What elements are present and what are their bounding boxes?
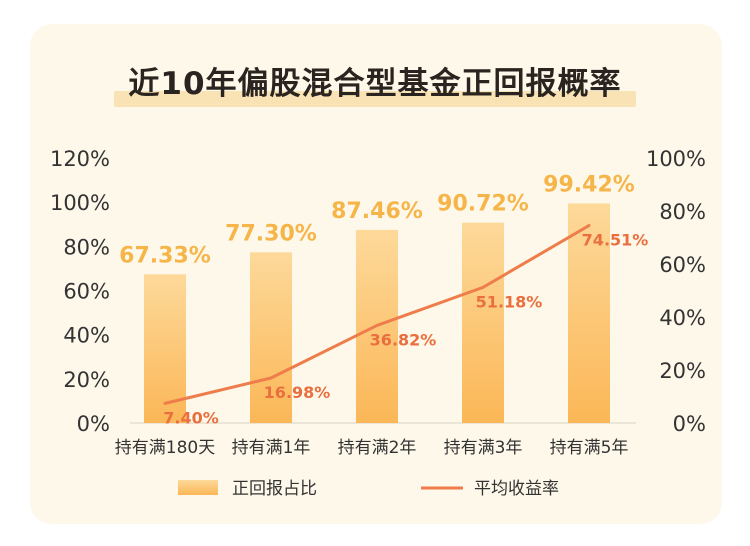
left-axis-tick-label: 60% bbox=[63, 280, 110, 304]
line-value-label: 16.98% bbox=[264, 383, 331, 402]
bar-value-labels: 67.33% 77.30% 87.46% 90.72% 99.42% bbox=[119, 172, 635, 268]
x-axis-tick-label: 持有满3年 bbox=[444, 438, 523, 458]
line-series bbox=[163, 224, 591, 405]
line-value-label: 36.82% bbox=[370, 330, 437, 349]
line-point bbox=[587, 224, 591, 228]
x-axis: 持有满180天 持有满1年 持有满2年 持有满3年 持有满5年 bbox=[115, 438, 629, 458]
bar-series bbox=[144, 203, 610, 423]
line-point bbox=[481, 285, 485, 289]
bar bbox=[144, 274, 186, 423]
legend-line-label: 平均收益率 bbox=[474, 479, 559, 499]
legend: 正回报占比 平均收益率 bbox=[178, 479, 559, 499]
line-value-label: 74.51% bbox=[582, 231, 649, 250]
bar-value-label: 77.30% bbox=[225, 221, 317, 246]
right-axis-tick-label: 60% bbox=[659, 253, 706, 277]
chart-title: 近10年偏股混合型基金正回报概率 bbox=[114, 58, 636, 107]
left-axis-tick-label: 100% bbox=[50, 191, 110, 215]
right-axis-tick-label: 100% bbox=[646, 147, 706, 171]
right-axis-tick-label: 40% bbox=[659, 306, 706, 330]
x-axis-tick-label: 持有满1年 bbox=[232, 438, 311, 458]
line-point bbox=[163, 401, 167, 405]
x-axis-tick-label: 持有满180天 bbox=[115, 438, 215, 458]
chart-title-text: 近10年偏股混合型基金正回报概率 bbox=[128, 66, 622, 102]
x-axis-tick-label: 持有满2年 bbox=[338, 438, 417, 458]
left-axis-tick-label: 40% bbox=[63, 324, 110, 348]
right-axis-tick-label: 80% bbox=[659, 200, 706, 224]
line-value-label: 51.18% bbox=[476, 292, 543, 311]
line-point bbox=[375, 323, 379, 327]
legend-bar-label: 正回报占比 bbox=[232, 479, 317, 499]
left-axis-tick-label: 20% bbox=[63, 368, 110, 392]
title-wrap: 近10年偏股混合型基金正回报概率 bbox=[0, 58, 750, 107]
left-axis-tick-label: 120% bbox=[50, 147, 110, 171]
right-axis: 0% 20% 40% 60% 80% 100% bbox=[646, 147, 706, 436]
bar-value-label: 90.72% bbox=[437, 192, 529, 217]
bar bbox=[568, 203, 610, 423]
left-axis-tick-label: 80% bbox=[63, 235, 110, 259]
line-value-label: 7.40% bbox=[163, 408, 219, 427]
legend-bar-swatch bbox=[178, 480, 218, 495]
left-axis-tick-label: 0% bbox=[77, 412, 110, 436]
line-value-labels: 7.40% 16.98% 36.82% 51.18% 74.51% bbox=[163, 231, 648, 428]
left-axis: 0% 20% 40% 60% 80% 100% 120% bbox=[50, 147, 110, 436]
bar bbox=[250, 252, 292, 423]
bar bbox=[462, 222, 504, 423]
bar-value-label: 67.33% bbox=[119, 243, 211, 268]
x-axis-tick-label: 持有满5年 bbox=[550, 438, 629, 458]
line-point bbox=[269, 376, 273, 380]
bar-value-label: 87.46% bbox=[331, 199, 423, 224]
bar-value-label: 99.42% bbox=[543, 172, 635, 197]
right-axis-tick-label: 0% bbox=[673, 412, 706, 436]
right-axis-tick-label: 20% bbox=[659, 359, 706, 383]
